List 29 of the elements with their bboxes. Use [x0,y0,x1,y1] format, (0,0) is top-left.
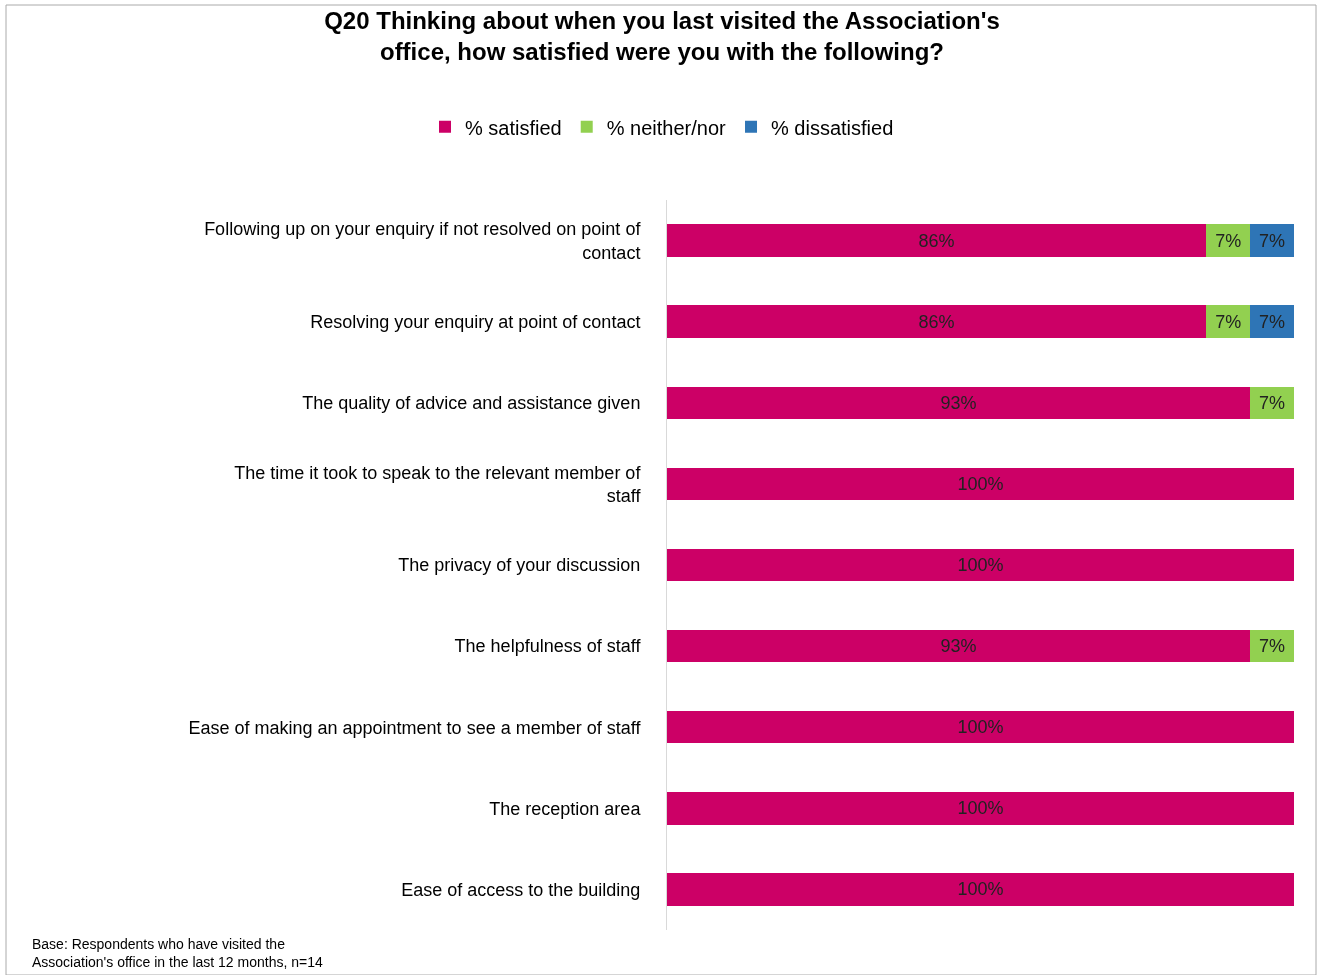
data-label: 93% [940,392,977,413]
data-label: 100% [957,717,1004,738]
data-label: 7% [1259,636,1286,657]
y-tick-label: The reception area [489,798,642,819]
data-label: 7% [1259,311,1286,332]
y-tick-label: Resolving your enquiry at point of contact [310,311,641,332]
legend-label: % satisfied [465,116,562,139]
y-tick-label: Ease of access to the building [401,879,641,900]
data-label: 100% [957,555,1004,575]
data-label: 93% [940,636,977,657]
y-tick-label: The quality of advice and assistance given [302,393,641,414]
y-tick-label: The privacy of your discussion [398,555,641,576]
y-tick-label: The time it took to speak to the relevant member of staff [234,462,642,506]
chart-title: Q20 Thinking about when you last visited the Association's office, how satisfied were you with the following? [324,7,1000,66]
text: Base: Respondents who have visited the Association's office in the last 12 months, n=14 [32,936,323,971]
data-label: 100% [957,798,1004,819]
data-label: 7% [1259,230,1286,251]
legend-label: % neither/nor [606,116,727,139]
data-label: 100% [957,473,1004,494]
data-label: 86% [918,230,955,251]
data-label: 100% [957,879,1004,900]
legend-label: % dissatisfied [771,116,894,139]
y-tick-label: Ease of making an appointment to see a member of staff [188,717,642,738]
data-label: 7% [1259,392,1286,413]
data-label: 7% [1215,311,1242,332]
data-label: 7% [1215,230,1242,251]
y-tick-label: The helpfulness of staff [454,636,642,657]
data-label: 86% [918,311,955,332]
y-tick-label: Following up on your enquiry if not resolved on point of contact [204,219,642,263]
